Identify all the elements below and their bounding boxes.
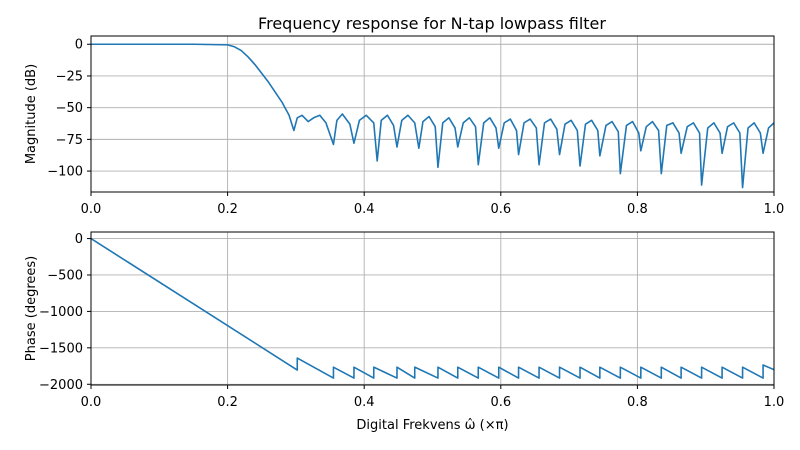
y-axis-label: Magnitude (dB) xyxy=(24,64,39,164)
phase-panel: 0.0 0.2 0.4 0.6 0.8 1.0 0 −500 −1000 −1500 −2000 Ph… xyxy=(24,231,785,433)
x-tick-label: 0.0 xyxy=(81,395,102,410)
y-tick-label: −100 xyxy=(47,165,83,180)
x-tick-label: 0.6 xyxy=(490,202,511,217)
x-tick-label: 0.8 xyxy=(627,395,648,410)
axes-frame xyxy=(90,35,775,193)
y-tick-label: −500 xyxy=(47,268,83,283)
magnitude-series-line xyxy=(91,43,775,189)
x-tick-label: 0.4 xyxy=(354,202,375,217)
x-tick-label: 0.4 xyxy=(354,395,375,410)
axes-frame xyxy=(90,231,775,386)
x-tick-label: 0.6 xyxy=(490,395,511,410)
y-tick-label: −50 xyxy=(56,101,83,116)
x-tick-label: 0.8 xyxy=(627,202,648,217)
x-axis-label: Digital Frekvens ω̂ (×π) xyxy=(356,418,508,433)
magnitude-panel: 0.0 0.2 0.4 0.6 0.8 1.0 0 −25 −50 −75 −100 Magnitud… xyxy=(24,35,785,217)
x-tick-label: 0.2 xyxy=(217,395,238,410)
y-tick-label: −1500 xyxy=(39,341,83,356)
x-tick-label: 0.0 xyxy=(81,202,102,217)
chart-title: Frequency response for N-tap lowpass fil… xyxy=(258,14,606,33)
x-tick-label: 0.2 xyxy=(217,202,238,217)
y-axis-label: Phase (degrees) xyxy=(24,256,39,361)
y-tick-label: −75 xyxy=(56,133,83,148)
y-tick-label: 0 xyxy=(75,38,83,53)
phase-series-line xyxy=(90,237,775,379)
y-tick-label: −2000 xyxy=(39,378,83,393)
y-tick-label: −1000 xyxy=(39,305,83,320)
x-tick-label: 1.0 xyxy=(764,202,785,217)
y-tick-label: 0 xyxy=(75,232,83,247)
y-tick-label: −25 xyxy=(56,69,83,84)
x-tick-label: 1.0 xyxy=(764,395,785,410)
